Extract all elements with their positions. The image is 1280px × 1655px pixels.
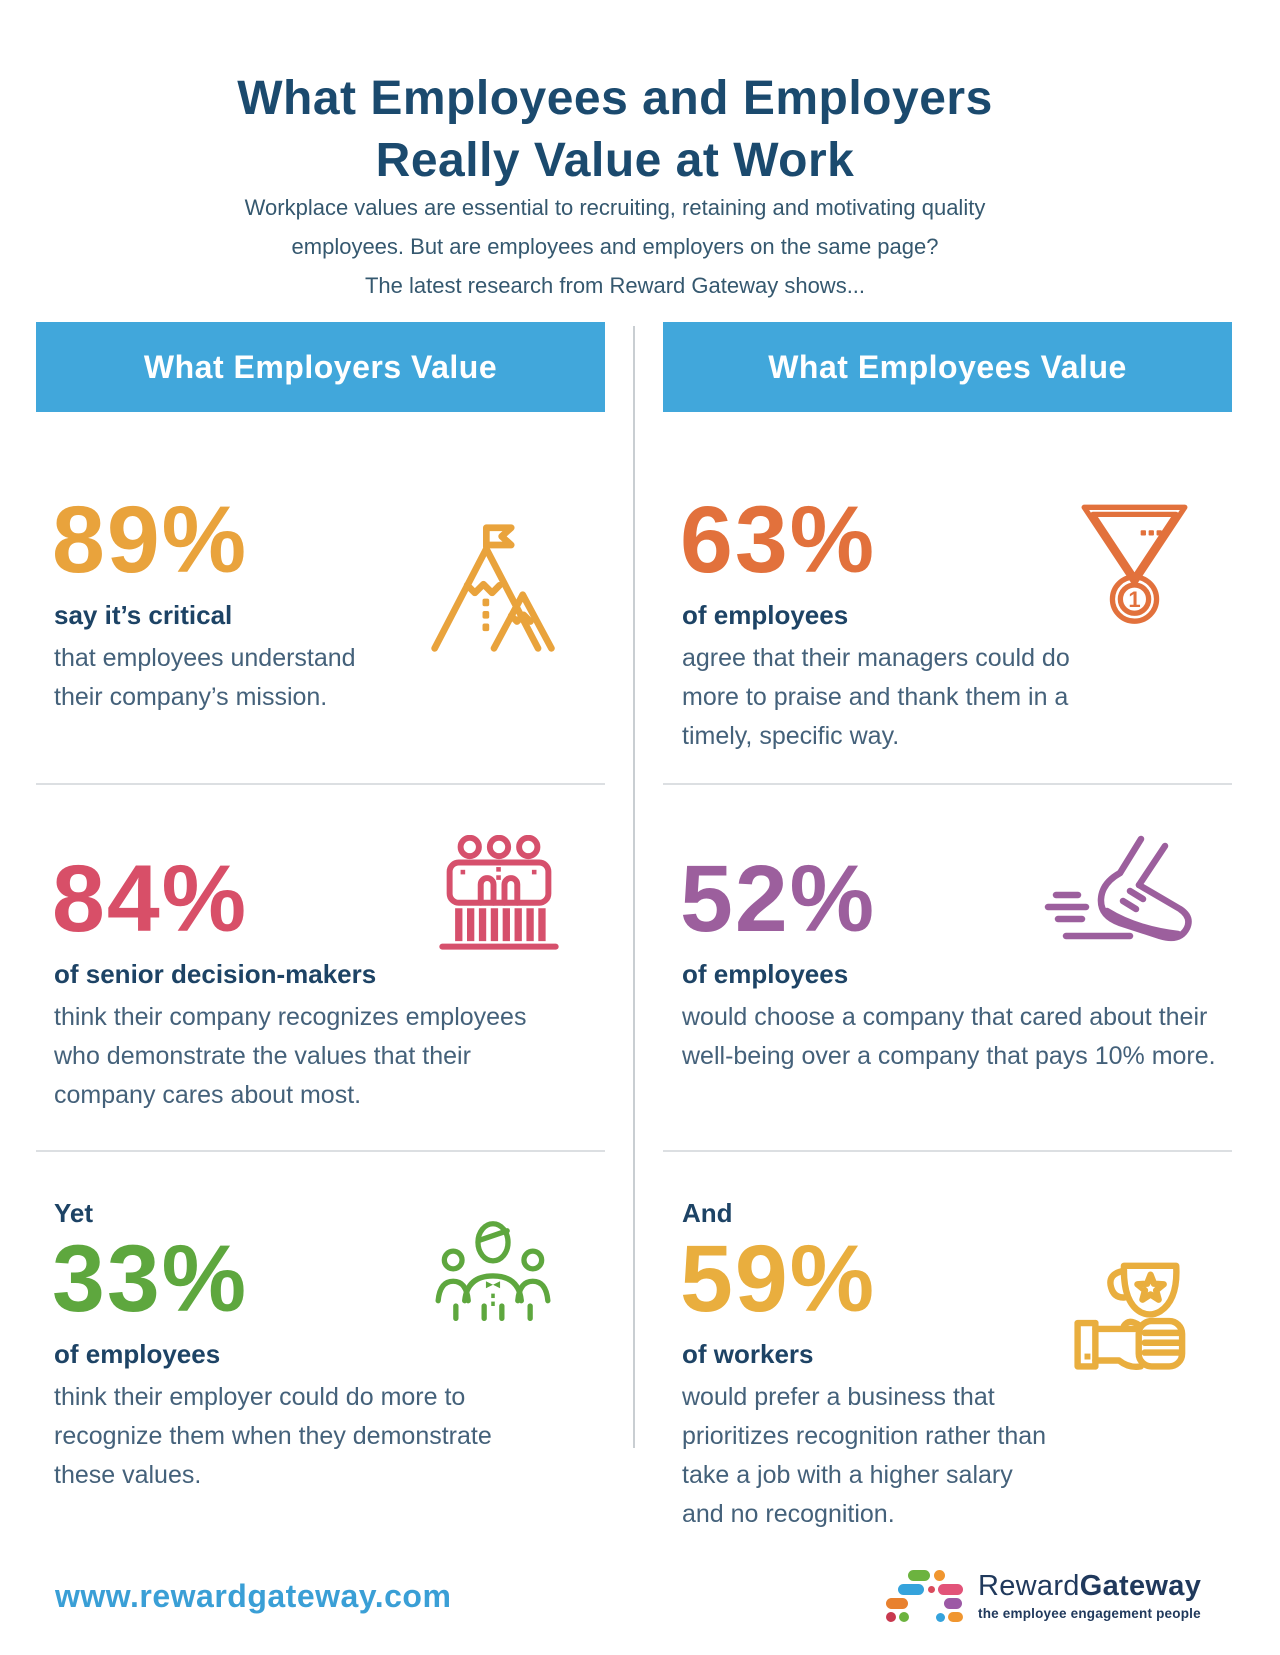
logo-name-reward: Reward: [978, 1569, 1080, 1602]
stat-text: would choose a company that cared about …: [682, 1003, 1216, 1070]
stat-text: think their employer could do more to re…: [54, 1383, 492, 1489]
stat-lead: And: [682, 1198, 733, 1228]
medal-number: 1: [1128, 587, 1140, 612]
stat-value: 89%: [52, 487, 249, 593]
reward-gateway-logo: RewardGateway the employee engagement pe…: [884, 1570, 1201, 1622]
subtitle-line-1: Workplace values are essential to recrui…: [244, 195, 986, 220]
logo-name-gateway: Gateway: [1079, 1569, 1202, 1602]
stat-value: 33%: [52, 1226, 249, 1332]
stat-value: 52%: [680, 846, 877, 952]
stat-label: of workers: [682, 1339, 814, 1369]
employees-column: What Employees Value 63% of employees ag…: [663, 322, 1232, 1530]
stat-wellbeing-over-pay: 52% of employees would choose a company …: [663, 783, 1232, 1150]
running-shoe-icon: [1044, 833, 1194, 968]
title-line-2: Really Value at Work: [375, 134, 855, 188]
stat-text: think their company recognizes employees…: [54, 1003, 527, 1109]
first-place-medal-icon: 1: [1077, 502, 1192, 635]
stat-text: agree that their managers could do more …: [682, 644, 1070, 750]
column-divider: [633, 326, 635, 1448]
stat-label: of senior decision-makers: [54, 959, 377, 989]
subtitle-line-3: The latest research from Reward Gateway …: [364, 273, 866, 298]
comparison-board: What Employers Value 89% say it’s critic…: [36, 322, 1232, 1530]
stat-managers-praise: 63% of employees agree that their manage…: [663, 412, 1232, 783]
mountain-summit-flag-icon: [427, 522, 561, 661]
logo-tagline: the employee engagement people: [978, 1605, 1201, 1621]
stat-value: 63%: [680, 487, 877, 593]
subtitle-line-2: employees. But are employees and employe…: [291, 234, 939, 259]
stat-text: would prefer a business that prioritizes…: [682, 1383, 1047, 1528]
employee-group-icon: [431, 1214, 555, 1334]
reward-gateway-logo-mark-icon: [884, 1570, 964, 1622]
stat-employer-could-do-more: Yet 33% of employees think their employe…: [36, 1150, 605, 1530]
team-arm-in-arm-icon: [435, 834, 563, 959]
stat-label: say it’s critical: [54, 600, 233, 630]
column-header-employers: What Employers Value: [36, 322, 605, 412]
stat-value: 84%: [52, 846, 249, 952]
subtitle: Workplace values are essential to recrui…: [0, 188, 1230, 305]
stat-prefer-recognition: And 59% of workers would prefer a busine…: [663, 1150, 1232, 1530]
stat-recognize-values: 84% of senior decision-makers think thei…: [36, 783, 605, 1150]
footer-website-link[interactable]: www.rewardgateway.com: [55, 1578, 452, 1614]
column-header-employees: What Employees Value: [663, 322, 1232, 412]
stat-lead: Yet: [54, 1198, 94, 1228]
title-line-1: What Employees and Employers: [237, 72, 993, 126]
stat-value: 59%: [680, 1226, 877, 1332]
stat-text: that employees understand their company’…: [54, 644, 356, 711]
page-title: What Employees and Employers Really Valu…: [0, 68, 1230, 192]
trophy-in-hand-icon: [1046, 1256, 1194, 1399]
employers-column: What Employers Value 89% say it’s critic…: [36, 322, 605, 1530]
stat-label: of employees: [682, 600, 849, 630]
stat-company-mission: 89% say it’s critical that employees und…: [36, 412, 605, 783]
logo-text: RewardGateway the employee engagement pe…: [978, 1569, 1202, 1621]
stat-label: of employees: [54, 1339, 221, 1369]
stat-label: of employees: [682, 959, 849, 989]
